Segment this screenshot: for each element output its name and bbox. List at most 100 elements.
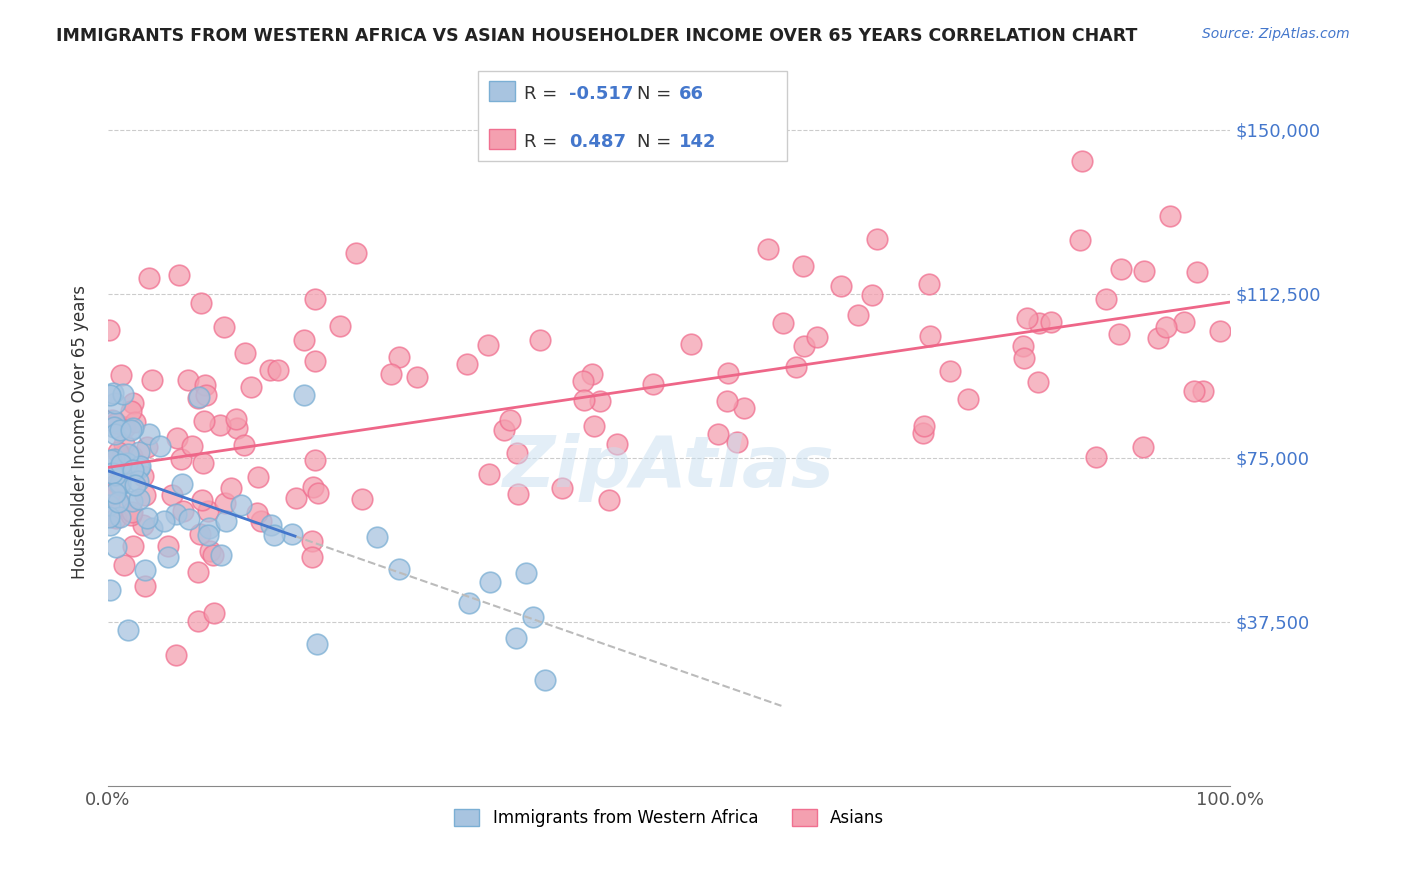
Point: [124, 415, 146, 429]
Point: [1173, 315, 1195, 329]
Text: 66: 66: [679, 85, 704, 103]
Text: -0.517: -0.517: [569, 85, 634, 103]
Point: [198, 521, 221, 535]
Point: [107, 495, 129, 509]
Point: [120, 508, 142, 522]
Point: [107, 495, 129, 509]
Point: [100, 453, 122, 467]
Point: [120, 423, 142, 437]
Point: [1185, 265, 1208, 279]
Point: [772, 316, 794, 330]
Point: [187, 565, 209, 579]
Point: [101, 467, 124, 481]
Point: [111, 449, 134, 463]
Point: [1070, 153, 1092, 168]
Point: [846, 308, 869, 322]
Point: [515, 566, 537, 580]
Point: [912, 425, 935, 440]
Point: [121, 494, 143, 508]
Point: [98, 510, 121, 524]
Point: [110, 458, 132, 472]
Point: [679, 336, 702, 351]
Point: [169, 268, 191, 282]
Point: [177, 373, 200, 387]
Point: [246, 470, 269, 484]
Point: [606, 437, 628, 451]
Point: [285, 491, 308, 505]
Point: [110, 368, 132, 382]
Point: [191, 457, 214, 471]
Point: [1028, 316, 1050, 330]
Point: [138, 427, 160, 442]
Point: [152, 514, 174, 528]
Point: [259, 363, 281, 377]
Point: [105, 476, 128, 491]
Point: [806, 330, 828, 344]
Point: [478, 467, 501, 481]
Point: [1012, 351, 1035, 365]
Point: [208, 417, 231, 432]
Point: [260, 517, 283, 532]
Point: [187, 391, 209, 405]
Point: [477, 338, 499, 352]
Point: [104, 467, 127, 482]
Point: [115, 456, 138, 470]
Point: [108, 510, 131, 524]
Point: [572, 374, 595, 388]
Point: [193, 413, 215, 427]
Point: [128, 459, 150, 474]
Point: [214, 495, 236, 509]
Point: [1154, 319, 1177, 334]
Text: 0.487: 0.487: [569, 133, 627, 151]
Point: [219, 482, 242, 496]
Point: [98, 498, 121, 512]
Point: [225, 421, 247, 435]
Point: [572, 393, 595, 408]
Point: [388, 350, 411, 364]
Point: [177, 512, 200, 526]
Point: [304, 292, 326, 306]
Point: [166, 432, 188, 446]
Point: [157, 549, 180, 564]
Point: [717, 366, 740, 380]
Text: N =: N =: [637, 133, 676, 151]
Point: [792, 259, 814, 273]
Point: [121, 505, 143, 519]
Point: [98, 388, 121, 402]
Point: [240, 379, 263, 393]
Point: [115, 463, 138, 477]
Legend: Immigrants from Western Africa, Asians: Immigrants from Western Africa, Asians: [447, 803, 890, 834]
Point: [138, 270, 160, 285]
Point: [304, 353, 326, 368]
Point: [135, 511, 157, 525]
Point: [194, 388, 217, 402]
Point: [149, 439, 172, 453]
Point: [165, 648, 187, 662]
Point: [134, 563, 156, 577]
Point: [197, 528, 219, 542]
Point: [830, 279, 852, 293]
Point: [187, 390, 209, 404]
Point: [107, 445, 129, 459]
Text: IMMIGRANTS FROM WESTERN AFRICA VS ASIAN HOUSEHOLDER INCOME OVER 65 YEARS CORRELA: IMMIGRANTS FROM WESTERN AFRICA VS ASIAN …: [56, 27, 1137, 45]
Point: [498, 413, 520, 427]
Point: [110, 423, 132, 437]
Point: [505, 631, 527, 645]
Point: [215, 514, 238, 528]
Point: [180, 439, 202, 453]
Point: [249, 514, 271, 528]
Text: R =: R =: [524, 85, 564, 103]
Point: [190, 295, 212, 310]
Text: ZipAtlas: ZipAtlas: [503, 433, 835, 501]
Point: [1012, 339, 1035, 353]
Point: [866, 232, 889, 246]
Point: [105, 510, 128, 524]
Point: [344, 245, 367, 260]
Point: [212, 319, 235, 334]
Point: [1147, 331, 1170, 345]
Point: [1069, 233, 1091, 247]
Point: [860, 287, 883, 301]
Point: [157, 539, 180, 553]
Point: [122, 421, 145, 435]
Point: [112, 437, 135, 451]
